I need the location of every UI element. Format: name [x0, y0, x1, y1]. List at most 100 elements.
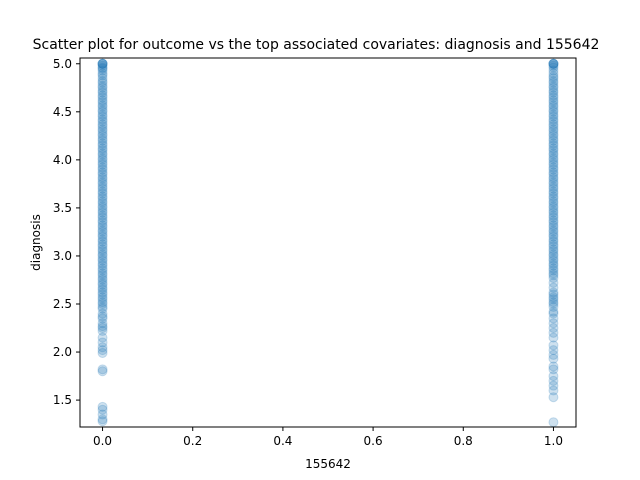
- data-point: [548, 244, 559, 255]
- data-point: [97, 119, 108, 130]
- data-point: [548, 128, 559, 139]
- data-point: [548, 186, 559, 197]
- data-point: [97, 145, 108, 156]
- data-point: [97, 217, 108, 228]
- data-point: [548, 313, 559, 324]
- data-point: [548, 150, 559, 161]
- data-point: [97, 162, 108, 173]
- data-point: [97, 205, 108, 216]
- data-point: [97, 85, 108, 96]
- data-point: [548, 135, 559, 146]
- data-point: [97, 273, 108, 284]
- data-point: [97, 332, 108, 343]
- data-point: [548, 200, 559, 211]
- data-point: [548, 97, 559, 108]
- x-tick-label: 0.0: [93, 434, 112, 448]
- data-point: [97, 178, 108, 189]
- x-tick-label: 0.8: [454, 434, 473, 448]
- data-point: [548, 270, 559, 281]
- y-tick-label: 1.5: [53, 393, 72, 407]
- data-point: [97, 404, 108, 415]
- data-point: [548, 183, 559, 194]
- data-point: [548, 287, 559, 298]
- data-point: [97, 366, 108, 377]
- data-point: [548, 340, 559, 351]
- data-point: [548, 92, 559, 103]
- data-point: [548, 143, 559, 154]
- data-point: [97, 294, 108, 305]
- data-point: [97, 183, 108, 194]
- data-point: [97, 255, 108, 266]
- data-point: [548, 225, 559, 236]
- data-point: [548, 114, 559, 125]
- data-point: [97, 289, 108, 300]
- x-tick-label: 1.0: [544, 434, 563, 448]
- data-point: [548, 102, 559, 113]
- data-point: [548, 306, 559, 317]
- data-point: [548, 133, 559, 144]
- data-point: [548, 210, 559, 221]
- data-point: [97, 164, 108, 175]
- data-point: [97, 364, 108, 375]
- data-point: [97, 220, 108, 231]
- data-point: [548, 77, 559, 88]
- data-point: [97, 76, 108, 87]
- data-point: [548, 172, 559, 183]
- y-tick-label: 4.5: [53, 105, 72, 119]
- data-point: [548, 157, 559, 168]
- data-point: [548, 193, 559, 204]
- data-point: [97, 116, 108, 127]
- data-point: [97, 409, 108, 420]
- data-point: [548, 106, 559, 117]
- data-point: [548, 124, 559, 135]
- data-point: [97, 244, 108, 255]
- data-point: [97, 196, 108, 207]
- data-point: [97, 106, 108, 117]
- y-tick-label: 3.5: [53, 201, 72, 215]
- data-point: [97, 68, 108, 79]
- data-point: [548, 289, 559, 300]
- data-point: [97, 97, 108, 108]
- data-point: [97, 70, 108, 81]
- data-point: [97, 301, 108, 312]
- data-point: [548, 253, 559, 264]
- data-point: [97, 282, 108, 293]
- data-point: [97, 58, 108, 69]
- data-point: [548, 85, 559, 96]
- data-point: [97, 148, 108, 159]
- chart-title: Scatter plot for outcome vs the top asso…: [33, 37, 600, 53]
- data-point: [97, 109, 108, 120]
- data-point: [548, 162, 559, 173]
- data-point: [97, 287, 108, 298]
- data-point: [548, 176, 559, 187]
- data-point: [548, 119, 559, 130]
- y-tick-label: 2.5: [53, 297, 72, 311]
- data-point: [548, 263, 559, 274]
- data-point: [548, 104, 559, 115]
- data-point: [548, 188, 559, 199]
- data-point: [548, 68, 559, 79]
- data-point: [97, 414, 108, 425]
- data-point: [548, 282, 559, 293]
- data-point: [548, 174, 559, 185]
- data-point: [548, 140, 559, 151]
- data-point: [548, 205, 559, 216]
- data-point: [548, 258, 559, 269]
- data-point: [97, 133, 108, 144]
- data-point: [548, 250, 559, 261]
- data-point: [97, 200, 108, 211]
- data-point: [97, 277, 108, 288]
- data-point: [97, 279, 108, 290]
- data-point: [97, 342, 108, 353]
- data-point: [97, 260, 108, 271]
- data-point: [548, 121, 559, 132]
- data-point: [548, 154, 559, 165]
- data-point: [548, 345, 559, 356]
- data-point: [548, 364, 559, 375]
- data-point: [548, 380, 559, 391]
- data-point: [97, 138, 108, 149]
- data-point: [548, 148, 559, 159]
- data-point: [97, 215, 108, 226]
- data-point: [97, 313, 108, 324]
- data-point: [97, 325, 108, 336]
